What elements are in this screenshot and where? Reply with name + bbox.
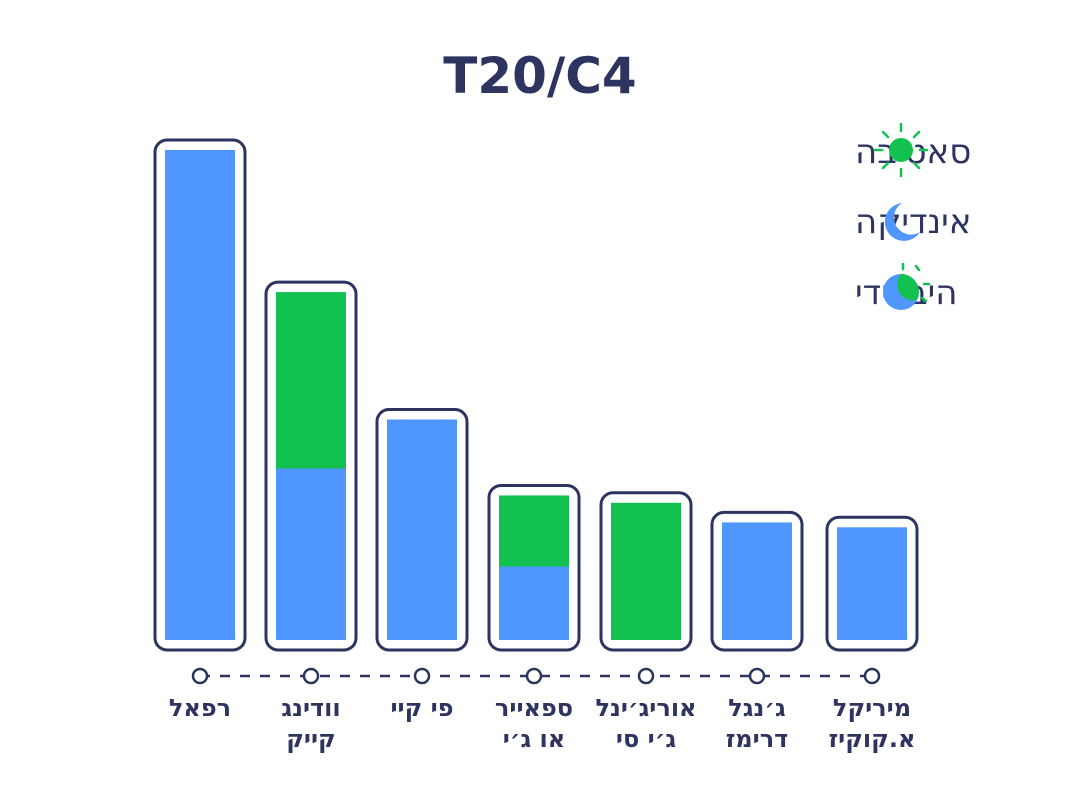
bar-group xyxy=(487,483,581,652)
legend-label-sativa: סאטיבה xyxy=(855,132,971,172)
x-tick-label: מיריקל xyxy=(833,694,911,722)
bar-segment-indica xyxy=(722,522,792,640)
x-axis-marker xyxy=(413,667,431,685)
legend: סאטיבה אינדיקה היברידי xyxy=(855,122,971,313)
x-tick-label: או ג׳י xyxy=(503,725,566,753)
x-axis-marker xyxy=(748,667,766,685)
x-tick-label: ספאייר xyxy=(495,694,573,722)
legend-item-sativa: סאטיבה xyxy=(855,122,971,178)
bar-group xyxy=(264,280,358,652)
moon-icon xyxy=(884,203,920,241)
x-axis: רפאל וודינג קייק פי קיי ספאייר או ג׳י אוריג׳ינ… xyxy=(169,667,916,753)
bar-group xyxy=(599,491,693,652)
bar-group xyxy=(375,408,469,652)
sun-icon xyxy=(873,122,929,178)
x-tick-label: ג׳נגל xyxy=(728,694,786,722)
x-axis-marker xyxy=(637,667,655,685)
x-tick-label: ג׳י סי xyxy=(616,725,676,753)
bar-segment-indica xyxy=(387,419,457,640)
x-tick-label: וודינג xyxy=(281,694,340,722)
x-tick-label: קייק xyxy=(286,725,335,753)
x-tick-label: אוריג׳ינל xyxy=(595,694,696,722)
bars xyxy=(153,138,919,652)
x-axis-marker xyxy=(302,667,320,685)
legend-item-indica: אינדיקה xyxy=(855,202,971,242)
bar-segment-sativa xyxy=(276,292,346,469)
legend-item-hybrid: היברידי xyxy=(855,262,957,313)
x-axis-marker xyxy=(863,667,881,685)
x-axis-marker xyxy=(191,667,209,685)
bar-segment-indica xyxy=(837,527,907,640)
bar-segment-indica xyxy=(165,150,235,640)
x-tick-label: רפאל xyxy=(169,694,231,722)
bar-group xyxy=(825,515,919,652)
bar-group xyxy=(710,510,804,652)
bar-segment-sativa xyxy=(611,502,681,640)
bar-segment-indica xyxy=(499,566,569,640)
bar-segment-sativa xyxy=(499,495,569,567)
x-tick-label: א.קוקיז xyxy=(829,725,916,753)
bar-segment-indica xyxy=(276,468,346,640)
bar-group xyxy=(153,138,247,652)
x-tick-label: דרימז xyxy=(726,725,789,753)
x-tick-label: פי קיי xyxy=(390,694,453,722)
x-axis-marker xyxy=(525,667,543,685)
hybrid-icon xyxy=(883,262,931,310)
chart-title: T20/C4 xyxy=(443,47,636,105)
